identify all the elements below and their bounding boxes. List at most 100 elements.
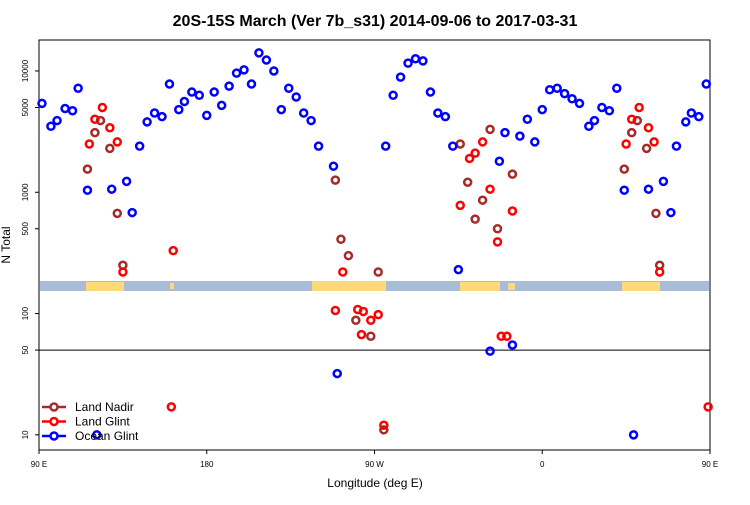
point: [485, 184, 495, 194]
point: [134, 141, 145, 151]
point: [477, 137, 488, 147]
point: [477, 195, 488, 205]
point: [112, 208, 123, 219]
point: [82, 185, 93, 195]
point: [174, 104, 184, 115]
point: [651, 208, 661, 219]
point: [654, 267, 665, 277]
point: [403, 58, 413, 68]
point: [453, 264, 464, 275]
y-tick-label: 5000: [21, 98, 30, 116]
point: [194, 90, 205, 101]
point: [239, 65, 249, 75]
point: [448, 141, 458, 151]
point: [105, 143, 115, 154]
point: [168, 245, 178, 256]
plot-frame: [38, 39, 711, 451]
point: [643, 123, 654, 133]
point: [440, 111, 451, 122]
point: [643, 184, 654, 194]
point: [379, 425, 389, 435]
point: [626, 127, 637, 138]
point: [276, 104, 287, 115]
point: [544, 85, 555, 95]
point: [604, 105, 615, 116]
chart-title: 20S-15S March (Ver 7b_s31) 2014-09-06 to…: [173, 13, 578, 30]
series: [84, 102, 713, 430]
point: [559, 88, 570, 99]
point: [619, 185, 630, 195]
y-axis-label: N Total: [0, 226, 13, 263]
point: [379, 420, 389, 430]
point: [90, 114, 100, 124]
point: [97, 102, 108, 113]
x-tick-label: 90 W: [365, 460, 384, 469]
point: [121, 176, 132, 187]
point: [589, 115, 600, 126]
point: [455, 139, 465, 149]
point: [366, 315, 376, 326]
point: [84, 139, 95, 149]
point: [703, 402, 713, 412]
point: [380, 141, 391, 151]
point: [537, 104, 547, 115]
point: [634, 102, 644, 113]
point: [209, 87, 219, 97]
legend-label: Land Glint: [75, 415, 130, 429]
point: [574, 98, 585, 109]
point: [336, 234, 346, 244]
point: [298, 108, 309, 118]
y-tick-label: 10000: [21, 59, 30, 82]
point: [567, 94, 577, 104]
x-tick-label: 0: [540, 460, 545, 469]
point: [425, 87, 436, 97]
point: [433, 108, 443, 118]
point: [464, 153, 475, 164]
point: [231, 68, 242, 78]
point: [105, 123, 115, 133]
point: [52, 115, 62, 126]
point: [358, 306, 369, 317]
point: [395, 72, 406, 82]
point: [157, 111, 167, 122]
point: [202, 110, 212, 121]
point: [92, 430, 102, 440]
y-tick-label: 100: [21, 306, 30, 320]
point: [455, 200, 465, 211]
point: [485, 346, 495, 356]
x-axis-label: Longitude (deg E): [327, 476, 422, 490]
point: [530, 137, 540, 147]
point: [328, 161, 339, 171]
x-tick-label: 180: [200, 460, 214, 469]
point: [112, 137, 123, 147]
legend-marker: [49, 402, 59, 412]
point: [338, 267, 348, 277]
point: [343, 250, 354, 261]
point: [46, 121, 56, 132]
point: [127, 207, 137, 218]
point: [373, 267, 383, 277]
point: [649, 137, 659, 147]
x-tick-label: 90 E: [702, 460, 718, 469]
point: [332, 368, 342, 379]
point: [671, 141, 682, 151]
point: [552, 83, 562, 94]
point: [502, 331, 512, 341]
point: [330, 305, 341, 316]
point: [612, 83, 622, 94]
point: [628, 430, 639, 440]
point: [418, 56, 428, 66]
point: [37, 98, 47, 109]
point: [681, 117, 691, 127]
point: [658, 176, 669, 187]
legend-label: Ocean Glint: [75, 429, 139, 443]
point: [666, 207, 676, 218]
point: [261, 55, 272, 65]
point: [515, 131, 525, 141]
point: [166, 402, 177, 412]
point: [485, 124, 495, 135]
point: [496, 331, 506, 341]
y-tick-label: 10: [21, 430, 30, 439]
point: [118, 267, 128, 277]
